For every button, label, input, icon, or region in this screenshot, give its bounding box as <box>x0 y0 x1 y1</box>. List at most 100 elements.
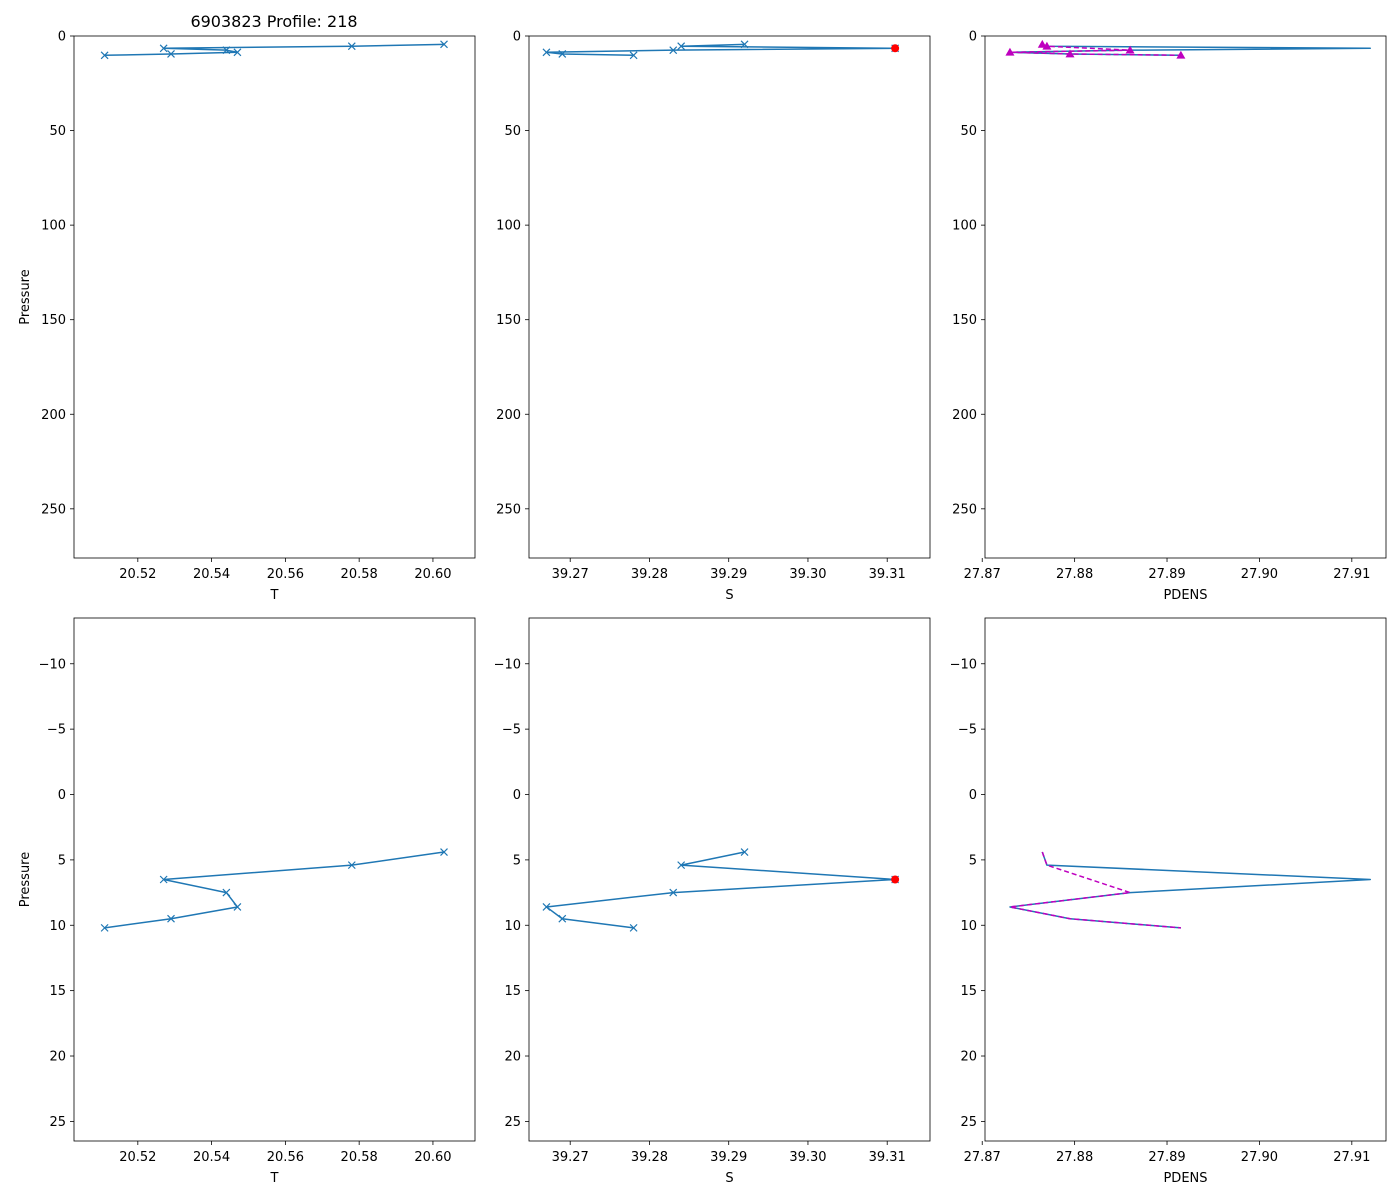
s-point-marker <box>629 923 638 932</box>
data-layer <box>1009 851 1372 929</box>
y-tick-label: 200 <box>41 408 66 423</box>
s-point-marker <box>558 50 567 58</box>
x-tick-label: 20.58 <box>341 1150 378 1165</box>
pdens-reference-series-line <box>1009 851 1181 929</box>
x-tick-label: 27.89 <box>1148 567 1185 582</box>
y-tick-label: 0 <box>513 30 521 45</box>
y-tick-label: 0 <box>58 30 66 45</box>
x-tick-label: 39.28 <box>631 567 668 582</box>
y-tick-label: 150 <box>496 313 521 328</box>
x-tick-label: 20.52 <box>119 1150 156 1165</box>
t-point-marker <box>233 48 242 57</box>
x-axis-label: S <box>725 588 733 603</box>
y-tick-label: −10 <box>950 657 977 672</box>
y-tick-label: 200 <box>952 408 977 423</box>
x-axis-label: S <box>725 1171 733 1186</box>
data-layer <box>542 40 900 60</box>
t-point-marker <box>440 848 448 856</box>
t-point-marker <box>167 914 175 923</box>
y-tick-label: 10 <box>49 919 66 934</box>
x-tick-label: 27.87 <box>964 1150 1001 1165</box>
y-tick-label: 0 <box>58 788 66 803</box>
x-tick-label: 20.56 <box>267 567 304 582</box>
t-point-marker <box>222 888 231 897</box>
x-tick-label: 39.27 <box>552 1150 589 1165</box>
data-layer <box>100 40 448 60</box>
t-point-marker <box>222 46 231 55</box>
y-tick-label: 25 <box>504 1115 521 1130</box>
subplot-bottom-T: 20.52 20.54 20.56 20.58 20.60 −10 −5 0 5 10 15 20 25… <box>18 617 476 1186</box>
y-axis-label: Pressure <box>18 852 33 908</box>
figure-title: 6903823 Profile: 218 <box>190 12 357 31</box>
y-tick-label: 15 <box>49 984 66 999</box>
y-tick-label: 0 <box>969 788 977 803</box>
x-axis-label: T <box>270 1171 279 1186</box>
flagged-point-marker <box>891 875 900 884</box>
y-tick-label: 150 <box>41 313 66 328</box>
y-tick-label: 50 <box>49 124 66 139</box>
s-point-marker <box>542 48 551 57</box>
t-point-marker <box>100 51 109 60</box>
x-tick-label: 27.90 <box>1241 567 1278 582</box>
s-point-marker <box>677 42 686 51</box>
y-tick-label: 15 <box>504 984 521 999</box>
axes-frame <box>528 617 931 1142</box>
x-tick-label: 20.54 <box>193 567 230 582</box>
x-axis-label: PDENS <box>1163 588 1207 603</box>
y-axis-label: Pressure <box>18 269 33 325</box>
x-tick-label: 27.91 <box>1333 567 1370 582</box>
t-point-marker <box>159 875 168 884</box>
s-point-marker <box>629 51 638 60</box>
pdens-reference-point-marker <box>1065 49 1075 58</box>
y-tick-label: 0 <box>969 30 977 45</box>
y-tick-label: 20 <box>960 1050 977 1065</box>
y-tick-label: 5 <box>969 853 977 868</box>
x-tick-label: 27.90 <box>1241 1150 1278 1165</box>
y-tick-label: −10 <box>494 657 521 672</box>
s-point-marker <box>558 914 567 923</box>
x-axis-label: T <box>270 588 279 603</box>
t-point-marker <box>440 40 448 49</box>
axes-frame <box>528 35 931 559</box>
y-tick-label: 25 <box>960 1115 977 1130</box>
s-point-marker <box>740 40 749 49</box>
y-tick-label: 200 <box>496 408 521 423</box>
t-point-marker <box>100 923 109 932</box>
x-tick-label: 39.29 <box>710 567 747 582</box>
y-tick-label: 150 <box>952 313 977 328</box>
x-tick-label: 20.56 <box>267 1150 304 1165</box>
x-tick-label: 39.30 <box>789 1150 826 1165</box>
pdens-reference-point-marker <box>1005 47 1015 56</box>
t-point-marker <box>347 861 356 870</box>
y-tick-label: 250 <box>41 502 66 517</box>
x-tick-label: 39.27 <box>552 567 589 582</box>
data-layer <box>100 848 448 932</box>
subplot-top-PDENS: 27.87 27.88 27.89 27.90 27.91 0 50 100 150 200 250… <box>952 30 1387 603</box>
y-tick-label: 5 <box>513 853 521 868</box>
t-point-marker <box>159 44 168 53</box>
x-tick-label: 20.52 <box>119 567 156 582</box>
t-point-marker <box>347 42 356 51</box>
y-tick-label: 25 <box>49 1115 66 1130</box>
y-tick-label: 5 <box>58 853 66 868</box>
x-tick-label: 27.89 <box>1148 1150 1185 1165</box>
x-axis-label: PDENS <box>1163 1171 1207 1186</box>
pdens-reference-point-marker <box>1125 45 1135 54</box>
subplot-top-T: 20.52 20.54 20.56 20.58 20.60 0 50 100 150 200 250… <box>18 30 476 603</box>
subplot-bottom-S: 39.27 39.28 39.29 39.30 39.31 −10 −5 0 5 10 15 20 25… <box>494 617 931 1186</box>
y-tick-label: 100 <box>496 219 521 234</box>
pdens-reference-point-marker <box>1176 50 1186 59</box>
x-tick-label: 27.88 <box>1056 567 1093 582</box>
s-point-marker <box>740 848 749 856</box>
axes-frame <box>73 617 476 1142</box>
y-tick-label: 250 <box>952 502 977 517</box>
s-point-marker <box>669 888 678 897</box>
y-tick-label: 10 <box>504 919 521 934</box>
y-tick-label: −5 <box>47 723 66 738</box>
flagged-point-marker <box>891 44 900 53</box>
x-tick-label: 27.87 <box>964 567 1001 582</box>
x-tick-label: 39.31 <box>869 1150 906 1165</box>
x-tick-label: 20.60 <box>414 567 451 582</box>
